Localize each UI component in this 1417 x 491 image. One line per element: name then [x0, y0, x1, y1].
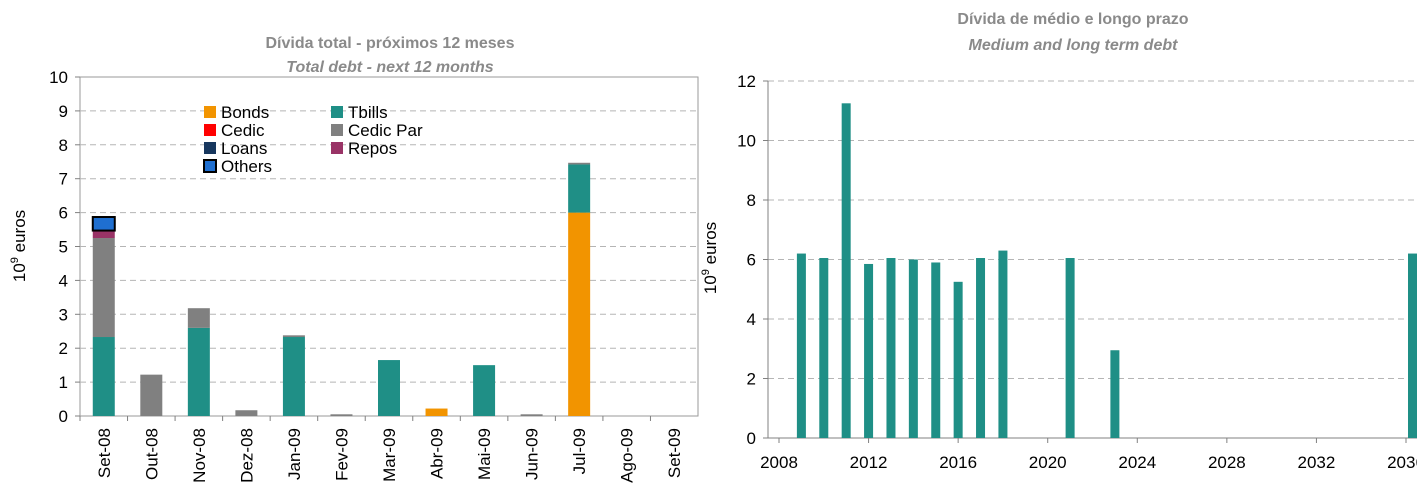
chart-2-ytick-label: 2 — [747, 370, 756, 389]
chart-1-ytick-label: 9 — [59, 102, 68, 121]
chart-2-ytick-label: 0 — [747, 429, 756, 448]
chart-1-legend-label: Others — [221, 157, 272, 176]
chart-1-bar-segment — [568, 164, 591, 213]
chart-1-legend-label: Loans — [221, 139, 267, 158]
chart-2-subtitle: Medium and long term debt — [969, 37, 1179, 54]
chart-2-xtick-label: 2024 — [1118, 453, 1156, 472]
chart-2-bar — [1408, 253, 1417, 438]
chart-1-bar-segment — [568, 212, 591, 416]
chart-2-bar — [998, 250, 1008, 438]
chart-1-bar-segment — [187, 308, 210, 328]
chart-1-xtick-label: Jan-09 — [285, 428, 304, 480]
chart-2-ytick-label: 10 — [737, 132, 756, 151]
chart-1-legend-label: Cedic — [221, 121, 265, 140]
chart-1-bar-segment — [282, 337, 305, 416]
chart-1-bar-segment — [92, 238, 115, 338]
chart-1-bar-segment — [187, 327, 210, 416]
chart-1-xtick-label: Dez-08 — [237, 428, 256, 483]
chart-1-legend-label: Bonds — [221, 103, 269, 122]
chart-2-bar — [886, 258, 896, 438]
chart-2-bar — [841, 103, 851, 438]
chart-2-bar — [819, 258, 829, 438]
chart-2-xtick-label: 2032 — [1298, 453, 1336, 472]
chart-2-ytick-label: 6 — [747, 251, 756, 270]
chart-1-xtick-label: Jun-09 — [523, 428, 542, 480]
chart-1-ytick-label: 10 — [49, 68, 68, 87]
chart-2-xtick-label: 2012 — [850, 453, 888, 472]
chart-2-xtick-label: 2016 — [939, 453, 977, 472]
chart-1-bar-segment — [92, 230, 115, 239]
chart-2-bar — [953, 281, 963, 438]
chart-1-legend-label: Repos — [348, 139, 397, 158]
chart-1-ytick-label: 6 — [59, 204, 68, 223]
chart-1-xtick-label: Jul-09 — [570, 428, 589, 474]
chart-1-ytick-label: 2 — [59, 339, 68, 358]
chart-1-title: Dívida total - próximos 12 meses — [266, 35, 515, 52]
chart-2-ytick-label: 8 — [747, 191, 756, 210]
chart-2-xtick-label: 2008 — [760, 453, 798, 472]
chart-1-legend-swatch — [331, 142, 343, 154]
chart-1-ytick-label: 0 — [59, 407, 68, 426]
chart-2-xtick-label: 2020 — [1029, 453, 1067, 472]
chart-1-bar-segment — [282, 335, 305, 338]
chart-2-bar — [908, 259, 918, 438]
chart-1-xtick-label: Abr-09 — [428, 428, 447, 479]
chart-1-ytick-label: 1 — [59, 373, 68, 392]
chart-1-ytick-label: 3 — [59, 305, 68, 324]
chart-1-subtitle: Total debt - next 12 months — [286, 59, 494, 76]
chart-2-xtick-label: 2028 — [1208, 453, 1246, 472]
chart-2-bar — [864, 263, 874, 438]
chart-1-xtick-label: Mar-09 — [380, 428, 399, 482]
chart-1-bar-segment — [330, 414, 353, 416]
chart-2-bar — [1110, 350, 1120, 438]
chart-1-bar-segment — [140, 374, 163, 416]
chart-1-legend-swatch — [204, 124, 216, 136]
chart-2-ylabel: 109 euros — [700, 222, 720, 294]
chart-1-xtick-label: Mai-09 — [475, 428, 494, 480]
chart-1-xtick-label: Set-08 — [95, 428, 114, 478]
chart-2-ytick-label: 12 — [737, 72, 756, 91]
chart-1-ytick-label: 5 — [59, 238, 68, 257]
chart-1-legend-label: Cedic Par — [348, 121, 423, 140]
chart-2-ytick-label: 4 — [747, 310, 756, 329]
chart-1-legend-swatch — [204, 106, 216, 118]
chart-1-ytick-label: 7 — [59, 170, 68, 189]
chart-1-xtick-label: Set-09 — [665, 428, 684, 478]
chart-1-bar-segment — [92, 337, 115, 416]
chart-1-xtick-label: Ago-09 — [618, 428, 637, 483]
chart-1-legend-swatch — [331, 124, 343, 136]
chart-1-bar-segment — [568, 162, 591, 165]
chart-1-legend-label: Tbills — [348, 103, 388, 122]
chart-2-bar — [1065, 258, 1075, 438]
chart-1-legend-swatch — [204, 142, 216, 154]
chart-2-xtick-label: 2036 — [1387, 453, 1417, 472]
chart-1-bar-segment — [91, 216, 116, 232]
chart-1-bar-segment — [520, 414, 543, 416]
chart-1: Dívida total - próximos 12 meses Total de… — [9, 35, 699, 483]
chart-1-ytick-label: 4 — [59, 271, 68, 290]
chart-1-bar-segment — [378, 360, 400, 416]
chart-2-bar — [796, 253, 806, 438]
chart-1-xtick-label: Out-08 — [142, 428, 161, 480]
chart-1-bar-segment — [473, 365, 496, 416]
chart-1-ylabel: 109 euros — [9, 210, 29, 282]
chart-2-bar — [931, 262, 941, 438]
chart-1-xtick-label: Fev-09 — [332, 428, 351, 481]
chart-1-xtick-label: Nov-08 — [190, 428, 209, 483]
chart-1-legend-swatch — [203, 159, 217, 173]
chart-1-bar-segment — [425, 408, 448, 416]
chart-2-title: Dívida de médio e longo prazo — [957, 11, 1188, 28]
chart-2: Dívida de médio e longo prazo Medium and … — [700, 11, 1417, 472]
chart-1-bar-segment — [235, 410, 258, 416]
chart-1-ytick-label: 8 — [59, 136, 68, 155]
chart-2-bar — [976, 258, 986, 438]
chart-1-legend-swatch — [331, 106, 343, 118]
